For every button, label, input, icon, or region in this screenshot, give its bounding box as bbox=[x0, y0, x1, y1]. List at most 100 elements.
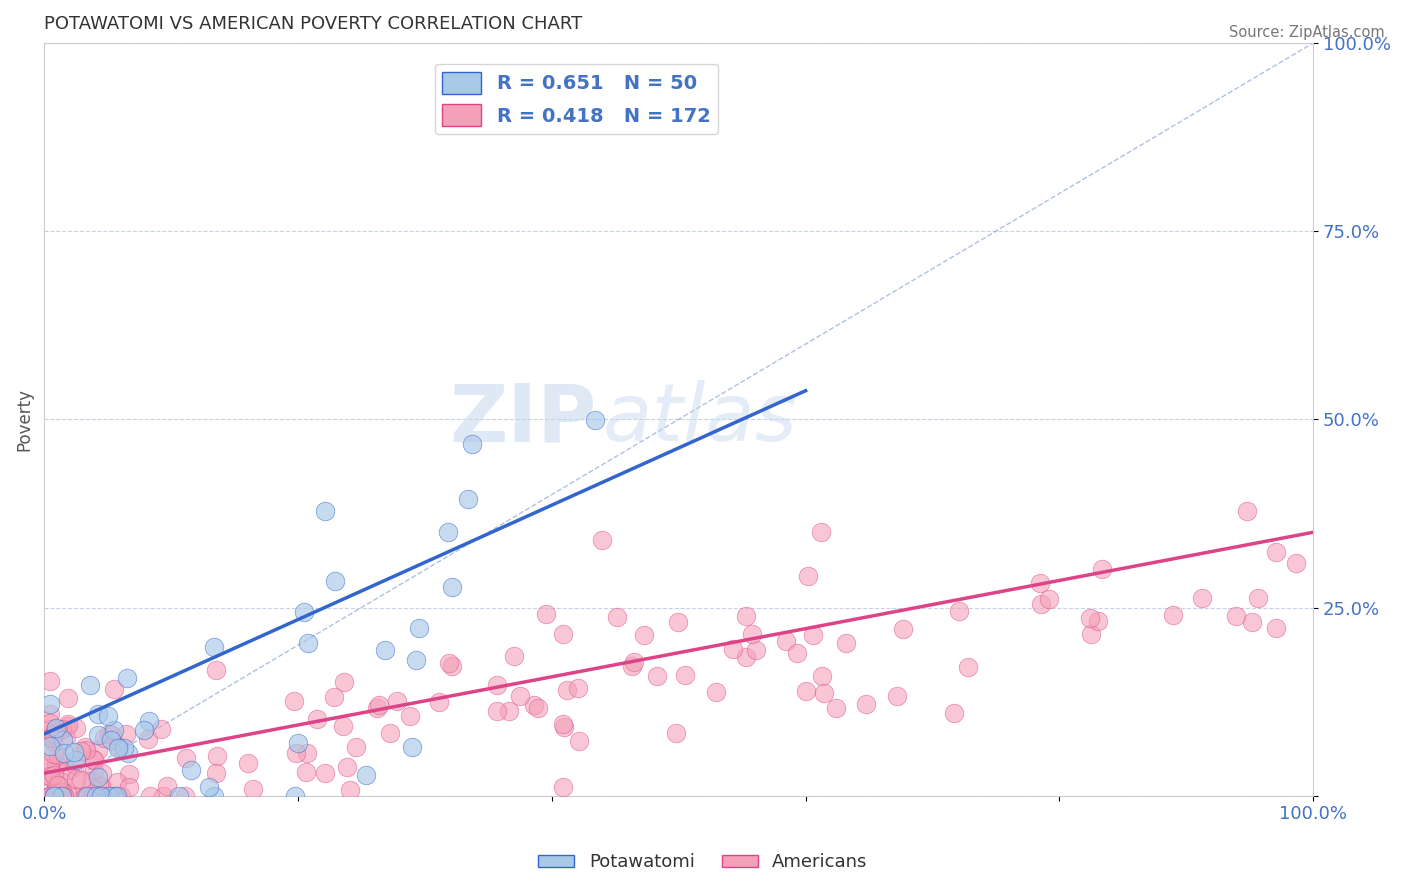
Point bbox=[173, 789, 195, 803]
Point bbox=[63, 757, 86, 772]
Point bbox=[440, 580, 463, 594]
Point bbox=[647, 669, 669, 683]
Point bbox=[399, 709, 422, 723]
Point bbox=[52, 732, 75, 747]
Point bbox=[79, 774, 101, 789]
Point bbox=[56, 786, 79, 800]
Point bbox=[666, 615, 689, 629]
Point bbox=[1247, 591, 1270, 606]
Point bbox=[387, 694, 409, 708]
Point bbox=[156, 780, 179, 794]
Point bbox=[39, 739, 62, 753]
Point bbox=[825, 700, 848, 714]
Point bbox=[112, 741, 135, 756]
Point bbox=[741, 627, 763, 641]
Point bbox=[149, 722, 172, 736]
Point bbox=[87, 770, 110, 784]
Point bbox=[323, 690, 346, 705]
Point bbox=[943, 706, 966, 721]
Point bbox=[51, 722, 73, 736]
Point bbox=[437, 656, 460, 670]
Point bbox=[138, 732, 160, 747]
Point bbox=[83, 764, 105, 778]
Point bbox=[101, 728, 124, 742]
Point bbox=[75, 743, 97, 757]
Point bbox=[401, 739, 423, 754]
Point bbox=[39, 769, 62, 783]
Point bbox=[1265, 620, 1288, 634]
Point bbox=[39, 789, 62, 803]
Point bbox=[39, 789, 62, 803]
Point bbox=[89, 789, 111, 803]
Point bbox=[314, 765, 336, 780]
Point bbox=[44, 789, 66, 803]
Point bbox=[105, 774, 128, 789]
Point bbox=[457, 491, 479, 506]
Point bbox=[292, 605, 315, 619]
Point bbox=[53, 747, 76, 761]
Point bbox=[811, 669, 834, 683]
Point bbox=[380, 726, 402, 740]
Point bbox=[405, 653, 427, 667]
Point bbox=[87, 706, 110, 721]
Point bbox=[87, 728, 110, 742]
Point bbox=[45, 789, 67, 803]
Point bbox=[46, 748, 69, 763]
Point bbox=[42, 768, 65, 782]
Point bbox=[1225, 609, 1247, 624]
Point bbox=[105, 789, 128, 803]
Point bbox=[441, 659, 464, 673]
Point bbox=[82, 752, 104, 766]
Point bbox=[553, 720, 575, 734]
Point bbox=[461, 437, 484, 451]
Point bbox=[70, 743, 93, 757]
Point bbox=[744, 642, 766, 657]
Point bbox=[523, 698, 546, 713]
Point bbox=[100, 733, 122, 747]
Point bbox=[42, 789, 65, 803]
Point bbox=[551, 627, 574, 641]
Point bbox=[98, 789, 121, 803]
Point bbox=[118, 766, 141, 780]
Point bbox=[957, 660, 980, 674]
Y-axis label: Poverty: Poverty bbox=[15, 388, 32, 450]
Point bbox=[284, 746, 307, 760]
Point bbox=[45, 777, 67, 791]
Point bbox=[87, 743, 110, 757]
Point bbox=[332, 719, 354, 733]
Point bbox=[620, 659, 643, 673]
Point bbox=[568, 734, 591, 748]
Point bbox=[90, 779, 112, 793]
Point bbox=[58, 719, 80, 733]
Point bbox=[354, 768, 377, 782]
Point bbox=[180, 763, 202, 777]
Point bbox=[536, 607, 558, 621]
Point bbox=[39, 722, 62, 736]
Point bbox=[551, 780, 574, 794]
Point bbox=[242, 781, 264, 796]
Point bbox=[51, 789, 73, 803]
Point bbox=[323, 574, 346, 588]
Point bbox=[305, 712, 328, 726]
Point bbox=[62, 745, 84, 759]
Point bbox=[283, 694, 305, 708]
Point bbox=[174, 750, 197, 764]
Point bbox=[734, 608, 756, 623]
Point bbox=[118, 780, 141, 794]
Point bbox=[79, 678, 101, 692]
Point bbox=[75, 789, 97, 803]
Point bbox=[1191, 591, 1213, 605]
Point bbox=[295, 747, 318, 761]
Point bbox=[665, 726, 688, 740]
Point bbox=[97, 789, 120, 803]
Point bbox=[1241, 615, 1264, 629]
Point bbox=[891, 622, 914, 636]
Point bbox=[1285, 556, 1308, 570]
Point bbox=[486, 678, 509, 692]
Point bbox=[374, 643, 396, 657]
Point bbox=[51, 775, 73, 789]
Point bbox=[41, 734, 63, 748]
Point bbox=[1161, 607, 1184, 622]
Point bbox=[65, 721, 87, 735]
Point bbox=[42, 789, 65, 803]
